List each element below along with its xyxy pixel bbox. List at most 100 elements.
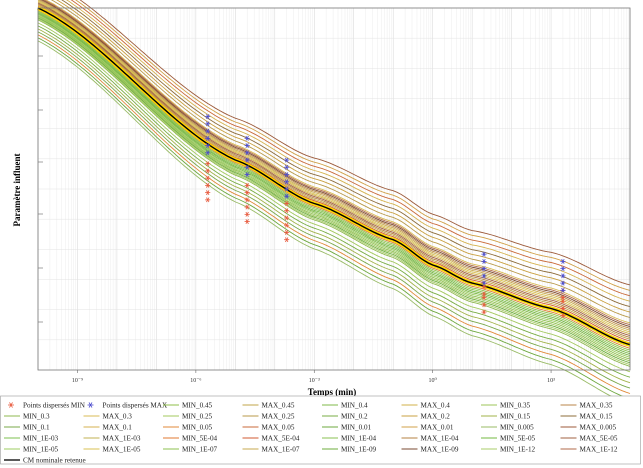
- scatter-point: [284, 179, 290, 185]
- legend-label: MAX_0.25: [262, 413, 295, 421]
- scatter-point: [205, 190, 211, 196]
- scatter-point: [560, 313, 566, 319]
- legend-label: MAX_0.01: [421, 424, 454, 432]
- scatter-point: [560, 273, 566, 279]
- legend-item: MAX_0.2: [401, 413, 451, 421]
- scatter-point: [481, 302, 487, 308]
- legend-item: CM nominale retenue: [4, 457, 86, 465]
- legend-label: MAX_0.05: [262, 424, 295, 432]
- series-line-min-0-005: [37, 40, 631, 405]
- legend-label: MIN_1E-04: [341, 435, 377, 443]
- scatter-point: [244, 157, 250, 163]
- legend-item: MIN_5E-04: [163, 435, 218, 443]
- x-tick-label: 10⁻⁹: [72, 378, 83, 384]
- scatter-point: [244, 211, 250, 217]
- series-line-max-0-45: [37, 4, 631, 340]
- legend-label: MIN_5E-04: [182, 435, 218, 443]
- legend-item: MIN_0.01: [322, 424, 372, 432]
- legend-label: CM nominale retenue: [23, 457, 86, 465]
- legend-item: MIN_1E-03: [4, 435, 59, 443]
- legend-label: MIN_5E-05: [500, 435, 536, 443]
- series-line-min-0-3: [37, 19, 631, 367]
- series-line-min-1e-07: [37, 15, 631, 360]
- legend-label: MIN_0.4: [341, 402, 368, 410]
- nominal-curve-line: [37, 7, 631, 346]
- scatter-point: [244, 190, 250, 196]
- scatter-point: [284, 208, 290, 214]
- series-line-min-1e-04: [37, 11, 631, 353]
- scatter-point: [284, 164, 290, 170]
- legend-item: MIN_0.3: [4, 413, 50, 421]
- legend-item: MAX_0.35: [560, 402, 613, 410]
- legend-label: MIN_0.1: [23, 424, 50, 432]
- x-tick-label: 10⁻⁶: [190, 378, 201, 384]
- series-line-min-0-45: [37, 10, 631, 351]
- scatter-point: [284, 229, 290, 235]
- plot-frame: [37, 7, 631, 371]
- legend-item: MAX_1E-07: [242, 446, 300, 454]
- scatter-point: [481, 266, 487, 272]
- series-line-max-1e-05: [37, 0, 631, 333]
- scatter-point: [244, 197, 250, 203]
- series-line-max-0-15: [61, 0, 631, 308]
- series-line-max-0-2: [56, 0, 631, 313]
- x-tick-label: 10⁰: [428, 377, 437, 384]
- x-axis-label: Temps (min): [308, 387, 356, 397]
- scatter-point: [560, 280, 566, 286]
- legend-item: MAX_0.01: [401, 424, 454, 432]
- series-line-max-5e-05: [37, 2, 631, 337]
- series-line-max-0-3: [45, 0, 631, 324]
- legend-item: MIN_0.1: [4, 424, 50, 432]
- legend-label: MAX_1E-07: [262, 446, 300, 454]
- legend-label: MIN_0.005: [500, 424, 534, 432]
- series-line-min-1e-05: [37, 14, 631, 358]
- legend-label: MAX_0.4: [421, 402, 451, 410]
- legend-item: MIN_0.05: [163, 424, 213, 432]
- legend-label: MAX_1E-05: [103, 446, 141, 454]
- scatter-point: [284, 172, 290, 177]
- scatter-point: [481, 280, 487, 286]
- legend-label: MIN_1E-09: [341, 446, 377, 454]
- scatter-points: [205, 114, 566, 319]
- legend-label: MAX_1E-04: [421, 435, 459, 443]
- legend-label: MIN_0.45: [182, 402, 213, 410]
- legend-item: MIN_0.15: [481, 413, 531, 421]
- series-line-min-0-25: [37, 22, 631, 373]
- legend-label: MIN_0.25: [182, 413, 213, 421]
- legend-label: MIN_0.3: [23, 413, 50, 421]
- x-tick-labels: 10⁻⁹ 10⁻⁶ 10⁻³ 10⁰ 10³: [72, 370, 555, 384]
- legend-label: MIN_0.15: [500, 413, 531, 421]
- legend: Points dispersés MIN Points dispersés MAX…: [0, 395, 641, 465]
- legend-label: MIN_0.2: [341, 413, 368, 421]
- legend-item: MAX_5E-05: [560, 435, 618, 443]
- legend-item: MAX_0.45: [242, 402, 295, 410]
- series-line-max-0-05: [70, 0, 631, 297]
- scatter-point: [560, 258, 566, 264]
- legend-item: MIN_5E-05: [481, 435, 536, 443]
- scatter-point: [244, 150, 250, 156]
- scatter-point: [205, 161, 211, 167]
- legend-item: MIN_1E-07: [163, 446, 218, 454]
- scatter-point: [205, 182, 211, 188]
- scatter-point: [560, 298, 566, 304]
- series-line-max-1e-07: [37, 0, 631, 331]
- scatter-point: [244, 219, 250, 225]
- legend-item: MIN_1E-05: [4, 446, 59, 454]
- legend-item: MIN_0.25: [163, 413, 213, 421]
- legend-item: MAX_0.15: [560, 413, 613, 421]
- scatter-point: [560, 266, 566, 272]
- scatter-point: [284, 237, 290, 243]
- series-line-max-1e-12: [43, 0, 631, 326]
- legend-item: MAX_0.005: [560, 424, 616, 432]
- legend-label: MAX_0.2: [421, 413, 451, 421]
- x-tick-label: 10⁻³: [309, 378, 320, 384]
- scatter-point: [205, 121, 211, 127]
- scatter-point: [205, 135, 211, 141]
- scatter-point: [244, 204, 250, 210]
- scatter-point: [205, 150, 211, 156]
- legend-label: MAX_1E-09: [421, 446, 459, 454]
- legend-item: MIN_0.005: [481, 424, 534, 432]
- legend-item: MIN_1E-04: [322, 435, 377, 443]
- legend-label: MAX_1E-12: [580, 446, 618, 454]
- scatter-point: [244, 172, 250, 177]
